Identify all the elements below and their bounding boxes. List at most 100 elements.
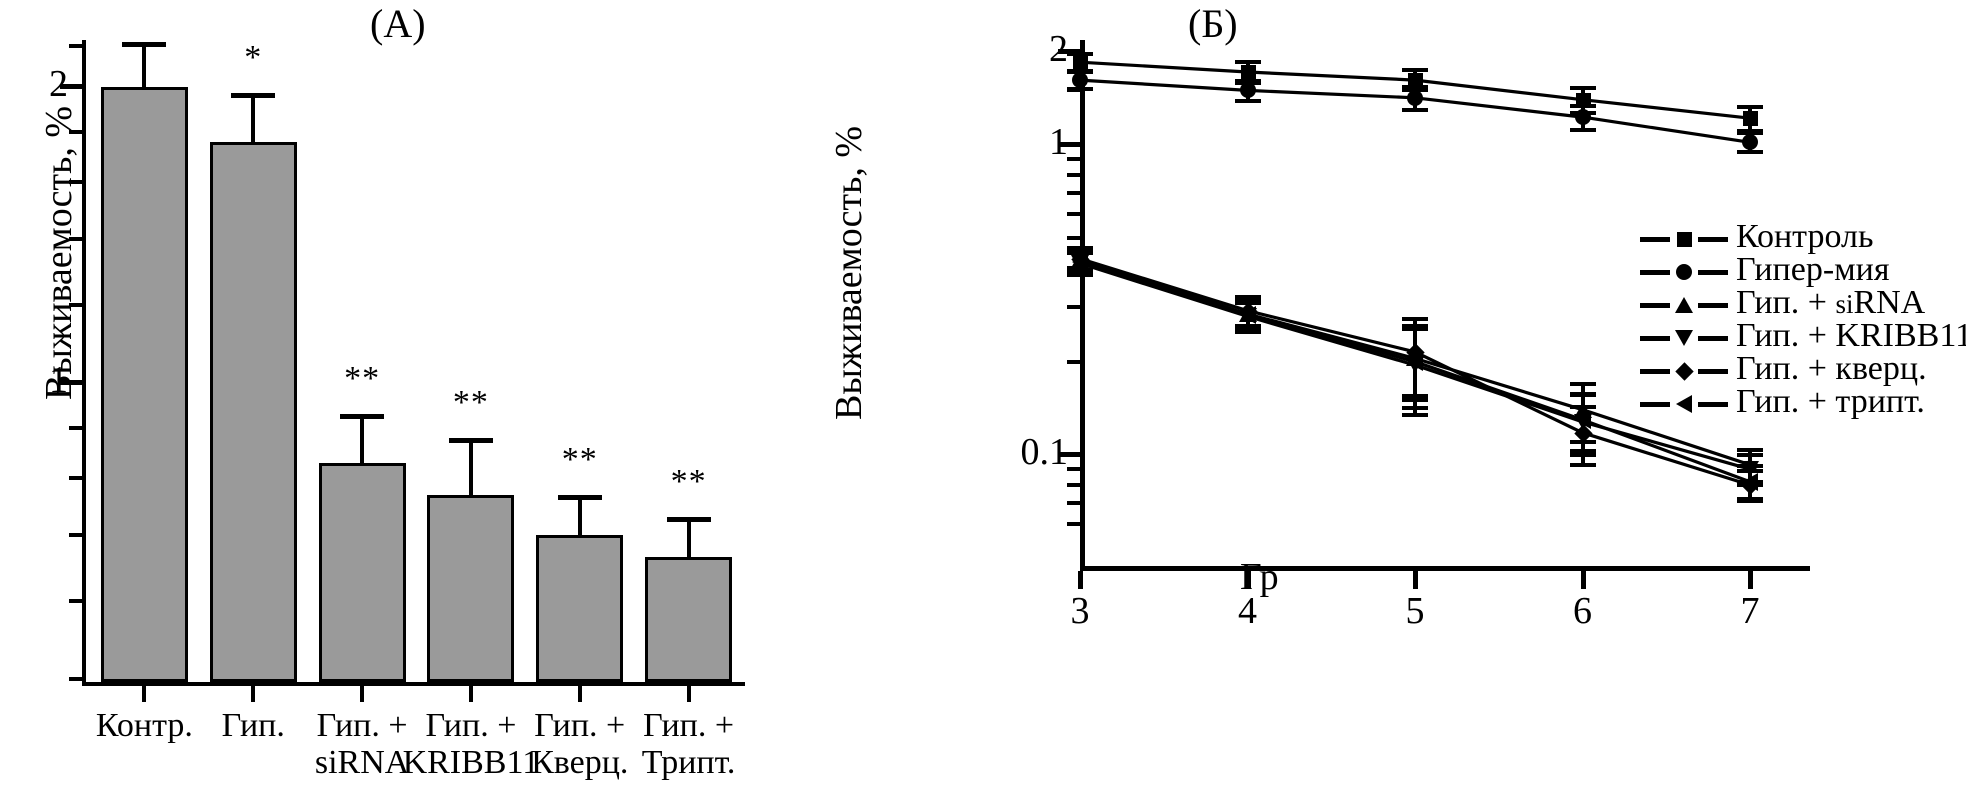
table-row bar-3 — [318, 462, 406, 682]
error-bar-cap — [1067, 86, 1093, 91]
data-point-marker — [1408, 73, 1423, 89]
category-label-line1: Гип. + — [643, 707, 735, 744]
legend-symbol — [1640, 387, 1728, 420]
y-tick-label: 1 — [1049, 121, 1068, 163]
legend-line-left — [1640, 303, 1670, 308]
legend-line-left — [1640, 270, 1670, 275]
category-label-line1: Гип. — [221, 707, 285, 744]
error-bar-cap — [557, 494, 602, 500]
x-tick — [1245, 571, 1251, 589]
significance-marker: ** — [670, 463, 707, 501]
y-tick-minor — [69, 303, 82, 308]
error-bar-cap — [1569, 449, 1596, 454]
error-bar-cap — [1569, 392, 1596, 397]
y-tick-minor — [69, 677, 82, 681]
table-row bar-2 — [209, 141, 297, 682]
error-bar-cap — [1067, 249, 1093, 254]
error-bar — [666, 517, 711, 558]
legend-label: Контроль — [1736, 218, 1874, 255]
legend-line-right — [1698, 402, 1728, 407]
x-tick — [1078, 571, 1083, 589]
category-label: Гип. + siRNA — [277, 707, 447, 781]
y-tick-minor — [69, 129, 82, 134]
y-tick-minor — [69, 599, 82, 604]
x-tick-label: 7 — [1740, 590, 1760, 632]
legend-line-left — [1640, 402, 1670, 407]
data-point-marker — [1072, 252, 1088, 271]
x-tick — [142, 686, 147, 702]
table-row bar-1 — [100, 87, 188, 682]
data-point-marker — [1073, 55, 1088, 71]
y-tick-minor — [69, 237, 82, 242]
error-bar-cap — [1234, 299, 1261, 304]
legend-line-left — [1640, 369, 1670, 374]
y-tick-major — [1058, 452, 1080, 457]
error-bar-cap — [1737, 453, 1763, 457]
y-tick-minor — [1067, 236, 1080, 241]
error-bar-cap — [1402, 316, 1428, 321]
category-label: Гип. + Трипт. — [604, 707, 774, 781]
y-tick-minor — [1067, 173, 1080, 178]
circle-marker-icon — [1676, 264, 1692, 280]
diamond-marker-icon — [1675, 362, 1694, 381]
error-bar — [448, 437, 493, 495]
data-point-marker — [1240, 64, 1256, 80]
error-bar-cap — [1234, 78, 1261, 83]
error-bar-stem — [686, 517, 691, 558]
y-tick-minor — [1067, 211, 1080, 216]
error-bar-stem — [360, 413, 365, 463]
data-point-marker — [1407, 352, 1423, 371]
legend-label: Гипер-мия — [1736, 251, 1890, 288]
y-tick-label: 2 — [49, 63, 68, 105]
legend-symbol — [1640, 354, 1728, 387]
error-bar-cap — [1569, 127, 1596, 132]
legend-symbol — [1640, 321, 1728, 354]
error-bar-cap — [122, 42, 167, 48]
error-bar-cap — [1067, 246, 1093, 251]
error-bar-cap — [1737, 131, 1763, 136]
table-row bar-5 — [536, 535, 624, 682]
legend-symbol — [1640, 288, 1728, 321]
category-label-line2: Трипт. — [641, 743, 736, 781]
error-bar-cap — [1234, 98, 1261, 103]
category-label: Гип. + Кверц. — [495, 707, 665, 781]
significance-marker: ** — [452, 383, 489, 421]
y-tick-minor — [69, 533, 82, 538]
significance-marker: * — [244, 39, 263, 77]
x-tick — [360, 686, 365, 702]
category-label: Гип. + KRIBB11 — [386, 707, 556, 781]
panel-a-x-axis-line — [82, 682, 745, 686]
y-tick-minor — [69, 44, 82, 49]
category-label: Гип. — [168, 707, 338, 745]
table-row bar-4 — [427, 494, 515, 682]
data-point-marker — [1742, 472, 1758, 491]
error-bar-stem — [468, 437, 473, 495]
error-bar-cap — [1402, 405, 1428, 410]
significance-marker: ** — [561, 440, 598, 478]
error-bar-cap — [1234, 60, 1261, 65]
error-bar — [340, 413, 385, 463]
error-bar-cap — [231, 93, 276, 99]
error-bar-cap — [1569, 85, 1596, 90]
legend-line-right — [1698, 336, 1728, 341]
category-label-line2: Кверц. — [531, 743, 629, 781]
data-point-marker — [1742, 134, 1758, 151]
panel-b-tag: (Б) — [1188, 1, 1238, 46]
category-label-line2: KRIBB11 — [402, 743, 540, 781]
legend-label: Гип. + трипт. — [1736, 383, 1925, 420]
error-bar-cap — [1569, 381, 1596, 386]
legend-label: Гип. + siRNA — [1736, 284, 1926, 321]
category-label-line1: Контр. — [95, 707, 193, 744]
error-bar-cap — [1402, 325, 1428, 330]
y-tick-minor — [69, 476, 82, 481]
category-label: Контр. — [59, 707, 229, 745]
error-bar-stem — [577, 494, 582, 536]
error-bar-cap — [1737, 447, 1763, 452]
legend-label: Гип. + кверц. — [1736, 350, 1927, 387]
y-tick-major — [60, 380, 82, 385]
y-tick-label: 1 — [49, 359, 68, 401]
category-label-line1: Гип. + — [316, 707, 408, 744]
category-label-line1: Гип. + — [534, 707, 626, 744]
error-bar-cap — [1737, 464, 1763, 469]
